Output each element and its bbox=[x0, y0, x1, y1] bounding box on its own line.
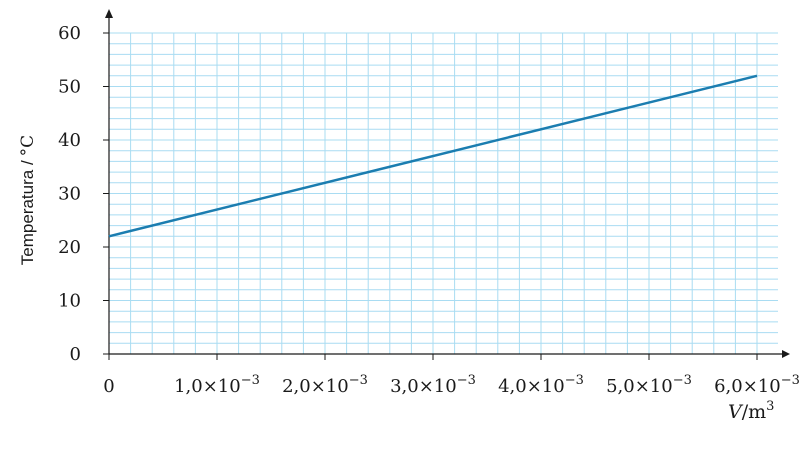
y-axis-label: Temperatura /°C bbox=[18, 135, 38, 265]
y-tick-label: 10 bbox=[58, 291, 81, 312]
axes bbox=[103, 9, 790, 360]
x-tick-label: 1,0×10−3 bbox=[174, 373, 260, 397]
x-axis-arrow bbox=[782, 350, 790, 358]
x-tick-labels: 0 1,0×10−3 2,0×10−3 3,0×10−3 4,0×10−3 5,0×10−… bbox=[103, 373, 800, 397]
x-tick-label: 6,0×10−3 bbox=[714, 373, 800, 397]
x-axis-label: V/m3 bbox=[728, 399, 774, 423]
series bbox=[108, 74, 758, 238]
x-tick-label: 4,0×10−3 bbox=[498, 373, 584, 397]
y-tick-label: 0 bbox=[70, 344, 81, 365]
x-tick-label: 5,0×10−3 bbox=[606, 373, 692, 397]
y-tick-label: 20 bbox=[58, 237, 81, 258]
y-tick-label: 50 bbox=[58, 77, 81, 98]
y-tick-labels: 0 10 20 30 40 50 60 bbox=[58, 23, 81, 365]
x-tick-label: 2,0×10−3 bbox=[282, 373, 368, 397]
y-tick-label: 40 bbox=[58, 130, 81, 151]
y-tick-label: 60 bbox=[58, 23, 81, 44]
x-tick-label: 0 bbox=[103, 376, 114, 397]
y-axis-arrow bbox=[105, 9, 113, 18]
series-line bbox=[108, 74, 758, 238]
grid bbox=[109, 32, 778, 354]
y-tick-label: 30 bbox=[58, 184, 81, 205]
x-tick-label: 3,0×10−3 bbox=[390, 373, 476, 397]
